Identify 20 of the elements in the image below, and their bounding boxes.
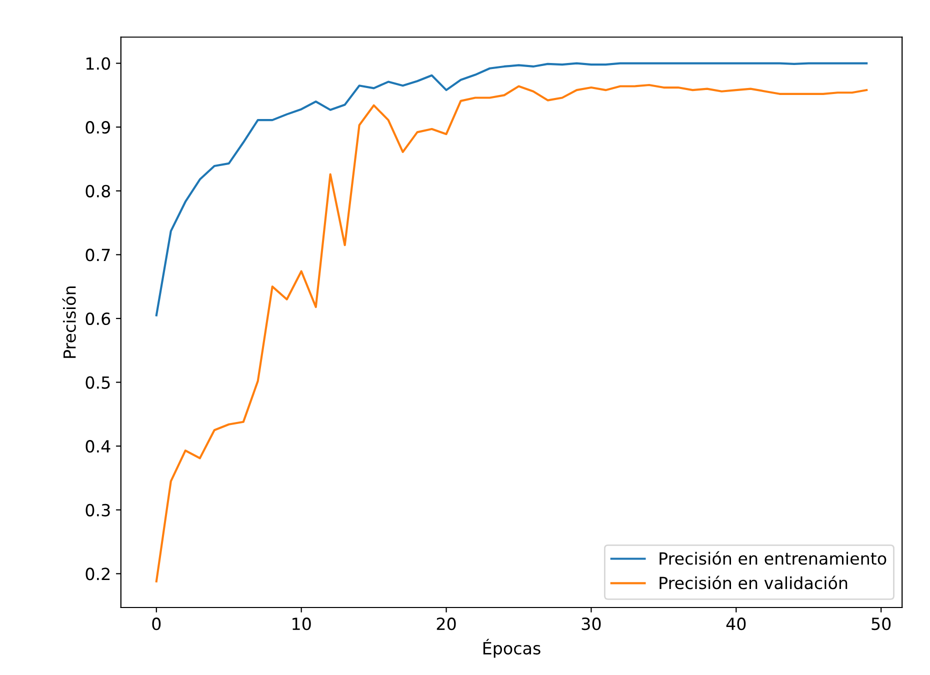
y-tick-label: 0.8 bbox=[86, 184, 110, 198]
y-tick-label: 0.2 bbox=[86, 568, 110, 580]
legend-label: Precisión en validación bbox=[660, 576, 848, 590]
x-axis-title: Épocas bbox=[483, 638, 540, 658]
y-tick-label: 0.4 bbox=[86, 440, 110, 453]
x-tick-label: 40 bbox=[726, 618, 746, 630]
x-tick-label: 30 bbox=[582, 618, 601, 630]
y-tick-label: 0.5 bbox=[86, 376, 110, 389]
x-tick-label: 0 bbox=[152, 618, 161, 630]
y-tick-label: 0.7 bbox=[86, 248, 110, 262]
y-tick-label: 0.6 bbox=[86, 312, 110, 326]
line-series bbox=[155, 62, 868, 316]
x-tick-label: 50 bbox=[872, 618, 891, 630]
x-tick-label: 20 bbox=[436, 618, 456, 630]
x-tick-label: 10 bbox=[292, 618, 311, 630]
legend-label: Precisión en entrenamiento bbox=[660, 551, 886, 565]
y-tick-label: 0.3 bbox=[86, 504, 110, 516]
y-tick-label: 1.0 bbox=[86, 57, 110, 70]
y-tick-label: 0.9 bbox=[86, 121, 110, 134]
y-axis-title: Precisión bbox=[62, 286, 76, 358]
